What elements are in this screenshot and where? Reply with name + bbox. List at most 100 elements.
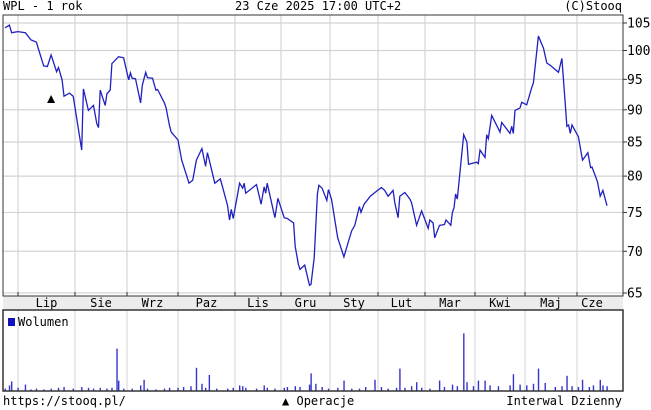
volume-bar [146, 388, 149, 391]
x-tick-label: Lip [36, 296, 58, 310]
volume-bar [429, 388, 431, 391]
volume-bar [571, 386, 573, 391]
volume-bar [374, 379, 376, 391]
volume-bar [380, 387, 383, 391]
volume-bar [283, 387, 285, 391]
volume-bar [17, 387, 19, 391]
volume-bar [509, 385, 511, 391]
volume-bars [4, 333, 608, 391]
volume-bar [8, 385, 11, 391]
chart-title: WPL - 1 rok [3, 0, 83, 13]
y-tick-label: 90 [627, 103, 643, 118]
x-axis-labels: Lip Sie Wrz Paz Lis Gru Sty Lut Mar Kwi Maj Cze [36, 296, 603, 310]
volume-bar [477, 380, 480, 391]
volume-bar [239, 385, 241, 391]
x-tick-label: Gru [295, 296, 317, 310]
interval-label: Interwal Dzienny [506, 394, 622, 408]
volume-bar [131, 388, 133, 391]
chart-timestamp: 23 Cze 2025 17:00 UTC+2 [235, 0, 402, 13]
y-tick-label: 95 [627, 73, 643, 88]
volume-bar [35, 388, 38, 391]
legend-swatch-volume [8, 318, 15, 326]
price-line [4, 24, 608, 287]
volume-bar [263, 385, 265, 391]
x-tick-label: Lis [247, 296, 269, 310]
volume-bar [118, 380, 120, 391]
volume-bar [358, 388, 361, 391]
x-tick-label: Kwi [489, 296, 511, 310]
volume-panel-frame [2, 309, 624, 392]
volume-bar [519, 384, 521, 391]
volume-bar [245, 387, 247, 391]
volume-bar [201, 383, 203, 391]
operation-marker [47, 95, 56, 103]
volume-bar [92, 388, 95, 391]
volume-bar [416, 382, 418, 391]
operations-label: Operacje [296, 394, 355, 408]
volume-bar [588, 387, 591, 391]
volume-bar [195, 367, 198, 391]
volume-bar [163, 388, 166, 391]
volume-bar [294, 386, 297, 391]
volume-bar [24, 384, 27, 391]
x-tick-label: Cze [581, 296, 603, 310]
volume-bar [343, 380, 345, 391]
y-tick-label: 65 [627, 287, 643, 302]
volume-bar [50, 388, 52, 391]
volume-bar [30, 389, 32, 391]
volume-bar [10, 381, 13, 391]
volume-bar [438, 380, 441, 391]
volume-bar [566, 375, 568, 391]
x-tick-label: Paz [196, 296, 218, 310]
volume-bar [592, 385, 595, 391]
y-tick-label: 85 [627, 135, 643, 150]
volume-bar [208, 375, 211, 391]
y-tick-label: 70 [627, 245, 643, 260]
volume-bar [266, 387, 268, 391]
volume-bar [63, 387, 65, 391]
volume-bar [489, 385, 491, 391]
stooq-link[interactable]: https://stooq.pl/ [3, 394, 126, 408]
y-tick-label: 100 [627, 44, 650, 59]
volume-bar [581, 379, 584, 391]
volume-bar [327, 388, 330, 391]
volume-bar [57, 387, 60, 391]
volume-bar [466, 382, 468, 391]
volume-bar [544, 383, 546, 391]
volume-bar [81, 387, 83, 391]
volume-bar [387, 388, 389, 391]
volume-bar [190, 386, 192, 391]
x-tick-label: Lut [391, 296, 413, 310]
legend-label-volume: Wolumen [18, 315, 69, 329]
x-tick-label: Sty [343, 296, 365, 310]
volume-bar [463, 333, 465, 391]
volume-bar [554, 387, 556, 391]
volume-bar [456, 386, 459, 391]
volume-bar [72, 388, 74, 391]
volume-bar [561, 386, 563, 391]
volume-bar [216, 388, 218, 391]
volume-bar [404, 387, 406, 391]
x-tick-label: Mar [439, 296, 461, 310]
volume-bar [123, 388, 125, 391]
x-tick-label: Sie [90, 296, 112, 310]
volume-bar [232, 387, 234, 391]
volume-bar [4, 388, 6, 391]
volume-bar [299, 387, 301, 391]
volume-bar [143, 379, 145, 391]
volume-bar [484, 380, 486, 391]
grid [3, 15, 627, 391]
operations-legend: ▲ Operacje [282, 394, 354, 409]
volume-bar [116, 348, 118, 391]
volume-bar [451, 384, 454, 391]
volume-bar [315, 383, 317, 391]
volume-bar [472, 386, 475, 391]
volume-bar [140, 385, 142, 391]
price-panel-frame [2, 14, 624, 297]
volume-bar [365, 387, 367, 391]
volume-bar [111, 387, 113, 391]
volume-bar [351, 388, 353, 391]
volume-bar [99, 387, 101, 391]
y-tick-label: 80 [627, 170, 643, 185]
operations-markers [47, 95, 56, 103]
